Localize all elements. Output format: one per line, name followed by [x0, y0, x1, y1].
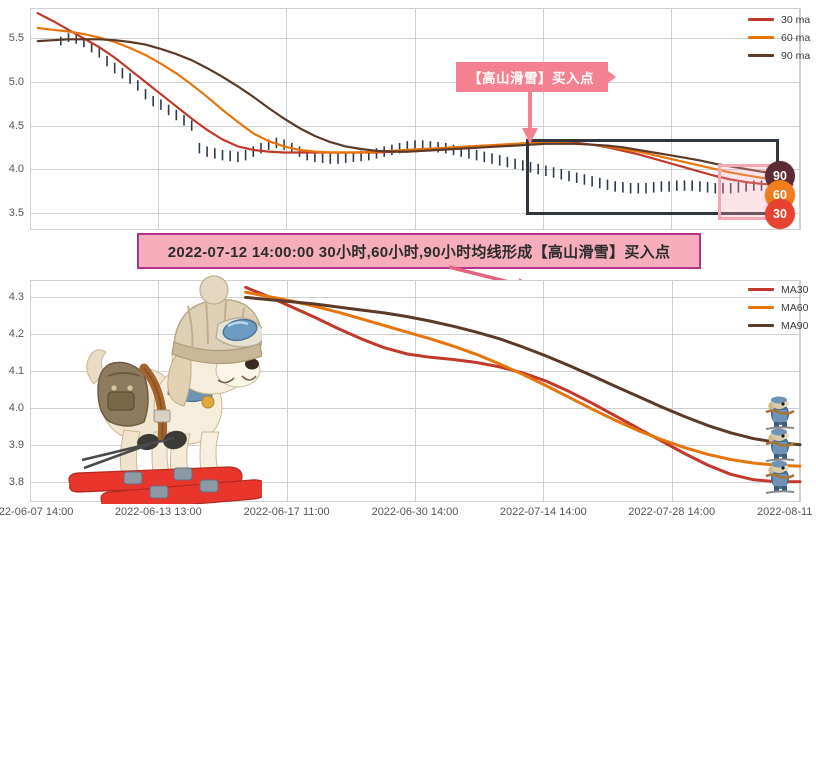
top-chart-legend: 30 ma 60 ma 90 ma	[748, 12, 810, 66]
x-axis-tick-label: 2022-06-30 14:00	[372, 506, 459, 518]
legend-label: 60 ma	[781, 32, 810, 44]
buy-point-banner-arrowhead	[596, 62, 616, 92]
legend-item[interactable]: MA60	[748, 300, 808, 315]
legend-item[interactable]: 90 ma	[748, 48, 810, 63]
legend-swatch	[748, 324, 774, 327]
x-axis-tick-label: 2022-06-13 13:00	[115, 506, 202, 518]
mini-ski-dog-icon	[760, 460, 800, 501]
y-axis-tick-label: 4.2	[0, 328, 24, 340]
legend-swatch	[748, 18, 774, 21]
legend-label: MA60	[781, 302, 808, 314]
legend-item[interactable]: 30 ma	[748, 12, 810, 27]
screenshot-root: 3.54.04.55.05.5 30 ma60 ma90 ma 906030 【…	[0, 0, 816, 520]
x-axis-tick-label: 2022-06-17 11:00	[244, 506, 330, 518]
y-axis-tick-label: 4.1	[0, 365, 24, 377]
y-axis-tick-label: 3.8	[0, 476, 24, 488]
legend-swatch	[748, 306, 774, 309]
y-axis-tick-label: 3.9	[0, 439, 24, 451]
ma-badge-30: 30	[765, 199, 795, 229]
legend-label: MA90	[781, 320, 808, 332]
down-arrow-icon	[518, 90, 542, 146]
legend-item[interactable]: MA90	[748, 318, 808, 333]
ski-dog-mascot	[62, 272, 262, 504]
y-axis-tick-label: 5.5	[0, 32, 24, 44]
ma-line-MA60	[246, 292, 800, 466]
ma-line-MA90	[246, 297, 800, 444]
y-axis-tick-label: 4.0	[0, 163, 24, 175]
y-axis-tick-label: 5.0	[0, 76, 24, 88]
y-axis-tick-label: 4.0	[0, 402, 24, 414]
buy-point-banner-label: 【高山滑雪】买入点	[468, 67, 594, 87]
x-axis-tick-label: 2022-07-14 14:00	[500, 506, 587, 518]
legend-swatch	[748, 54, 774, 57]
signal-summary-banner: 2022-07-12 14:00:00 30小时,60小时,90小时均线形成【高…	[137, 233, 701, 269]
x-axis-tick-label: 2022-07-28 14:00	[628, 506, 715, 518]
legend-item[interactable]: MA30	[748, 282, 808, 297]
x-axis-tick-label: 2022-06-07 14:00	[0, 506, 73, 518]
legend-label: 90 ma	[781, 50, 810, 62]
legend-swatch	[748, 36, 774, 39]
legend-label: MA30	[781, 284, 808, 296]
legend-item[interactable]: 60 ma	[748, 30, 810, 45]
bottom-chart-legend: MA30 MA60 MA90	[748, 282, 808, 336]
buy-point-banner: 【高山滑雪】买入点	[456, 62, 608, 92]
y-axis-tick-label: 4.3	[0, 291, 24, 303]
legend-swatch	[748, 288, 774, 291]
legend-label: 30 ma	[781, 14, 810, 26]
x-axis-tick-label: 2022-08-11 14:00	[757, 506, 816, 518]
signal-summary-text: 2022-07-12 14:00:00 30小时,60小时,90小时均线形成【高…	[168, 241, 671, 262]
y-axis-tick-label: 4.5	[0, 120, 24, 132]
y-axis-tick-label: 3.5	[0, 207, 24, 219]
ma-line-MA30	[246, 287, 800, 481]
